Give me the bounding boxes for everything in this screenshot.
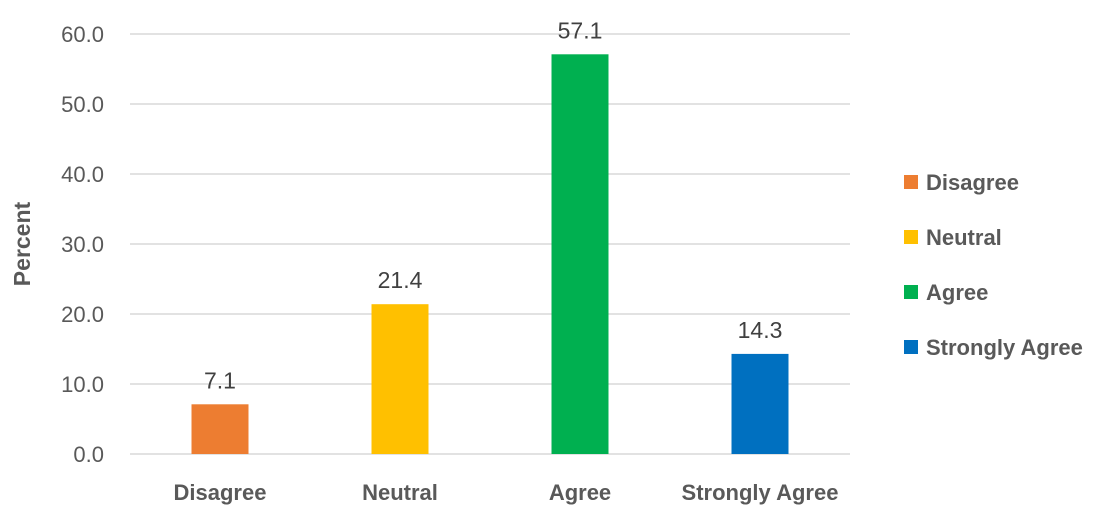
y-axis-title: Percent [9, 201, 35, 286]
legend-label: Disagree [926, 170, 1019, 195]
legend-label: Neutral [926, 225, 1002, 250]
bar-agree [551, 54, 609, 455]
y-tick-label: 60.0 [61, 22, 104, 47]
bar-strongly-agree [731, 353, 789, 454]
y-tick-label: 10.0 [61, 372, 104, 397]
x-category-label: Neutral [362, 480, 438, 505]
legend-label: Agree [926, 280, 988, 305]
gridlines [130, 33, 850, 455]
data-labels: 7.1 21.4 57.1 14.3 [204, 17, 782, 393]
x-category-label: Agree [549, 480, 611, 505]
bar-neutral [371, 304, 429, 454]
legend-swatch [904, 340, 918, 354]
data-label: 57.1 [558, 17, 603, 43]
legend-swatch [904, 175, 918, 189]
y-tick-label: 0.0 [73, 442, 104, 467]
bar-disagree [191, 404, 249, 454]
legend: Disagree Neutral Agree Strongly Agree [904, 170, 1083, 360]
y-axis-ticks: 0.0 10.0 20.0 30.0 40.0 50.0 60.0 [61, 22, 104, 467]
x-category-label: Disagree [174, 480, 267, 505]
x-axis-categories: Disagree Neutral Agree Strongly Agree [174, 480, 839, 505]
legend-swatch [904, 230, 918, 244]
data-label: 7.1 [204, 367, 236, 393]
y-tick-label: 20.0 [61, 302, 104, 327]
x-category-label: Strongly Agree [682, 480, 839, 505]
data-label: 21.4 [378, 267, 423, 293]
y-tick-label: 50.0 [61, 92, 104, 117]
bars [191, 54, 789, 455]
legend-swatch [904, 285, 918, 299]
y-tick-label: 40.0 [61, 162, 104, 187]
data-label: 14.3 [738, 317, 783, 343]
y-tick-label: 30.0 [61, 232, 104, 257]
legend-label: Strongly Agree [926, 335, 1083, 360]
